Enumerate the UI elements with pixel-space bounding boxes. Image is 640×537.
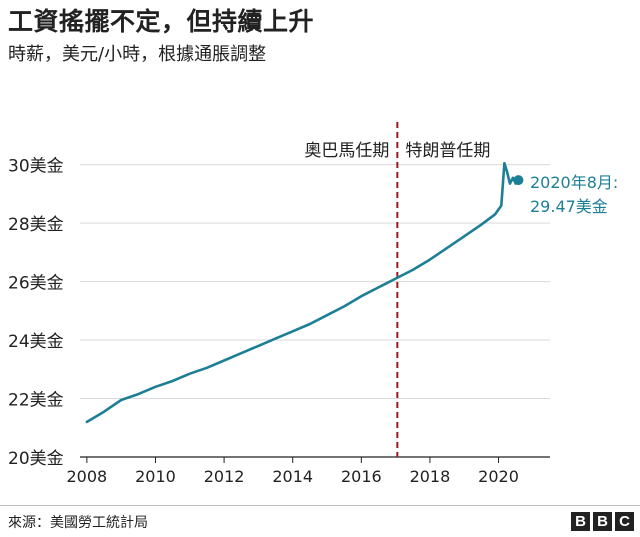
x-tick-label: 2008 bbox=[67, 467, 108, 486]
bbc-logo-letter: B bbox=[593, 512, 612, 531]
x-tick-label: 2018 bbox=[410, 467, 451, 486]
y-tick-label: 22美金 bbox=[8, 391, 64, 411]
y-tick-label: 24美金 bbox=[8, 332, 64, 352]
footer-divider bbox=[0, 505, 640, 506]
label-layer: 20美金 22美金 24美金 26美金 28美金 30美金 2008 2010 2012 2014… bbox=[8, 141, 618, 486]
grid-layer bbox=[80, 164, 550, 463]
x-tick-label: 2012 bbox=[204, 467, 245, 486]
x-tick-label: 2010 bbox=[135, 467, 176, 486]
y-tick-label: 26美金 bbox=[8, 274, 64, 294]
wage-line-chart: 20美金 22美金 24美金 26美金 28美金 30美金 2008 2010 2012 2014… bbox=[8, 122, 618, 486]
x-tick-label: 2016 bbox=[341, 467, 382, 486]
chart-subtitle: 時薪，美元/小時，根據通脹調整 bbox=[8, 44, 267, 65]
trump-term-label: 特朗普任期 bbox=[405, 141, 490, 161]
chart-title: 工資搖擺不定，但持續上升 bbox=[8, 7, 315, 36]
x-tick-label: 2020 bbox=[478, 467, 519, 486]
y-tick-label: 28美金 bbox=[8, 215, 64, 235]
bbc-logo: B B C bbox=[571, 512, 634, 531]
obama-term-label: 奧巴馬任期 bbox=[304, 141, 389, 161]
y-tick-label: 20美金 bbox=[8, 449, 64, 469]
y-tick-label: 30美金 bbox=[8, 157, 64, 177]
x-tick-label: 2014 bbox=[272, 467, 313, 486]
series-layer bbox=[85, 161, 524, 424]
source-note: 來源：美國勞工統計局 bbox=[8, 515, 148, 531]
annotation-value: 29.47美金 bbox=[530, 197, 608, 216]
annotation-date: 2020年8月: bbox=[530, 173, 618, 192]
latest-value-marker bbox=[513, 175, 524, 186]
wage-series-line bbox=[85, 161, 520, 424]
bbc-logo-letter: C bbox=[615, 512, 634, 531]
bbc-logo-letter: B bbox=[571, 512, 590, 531]
